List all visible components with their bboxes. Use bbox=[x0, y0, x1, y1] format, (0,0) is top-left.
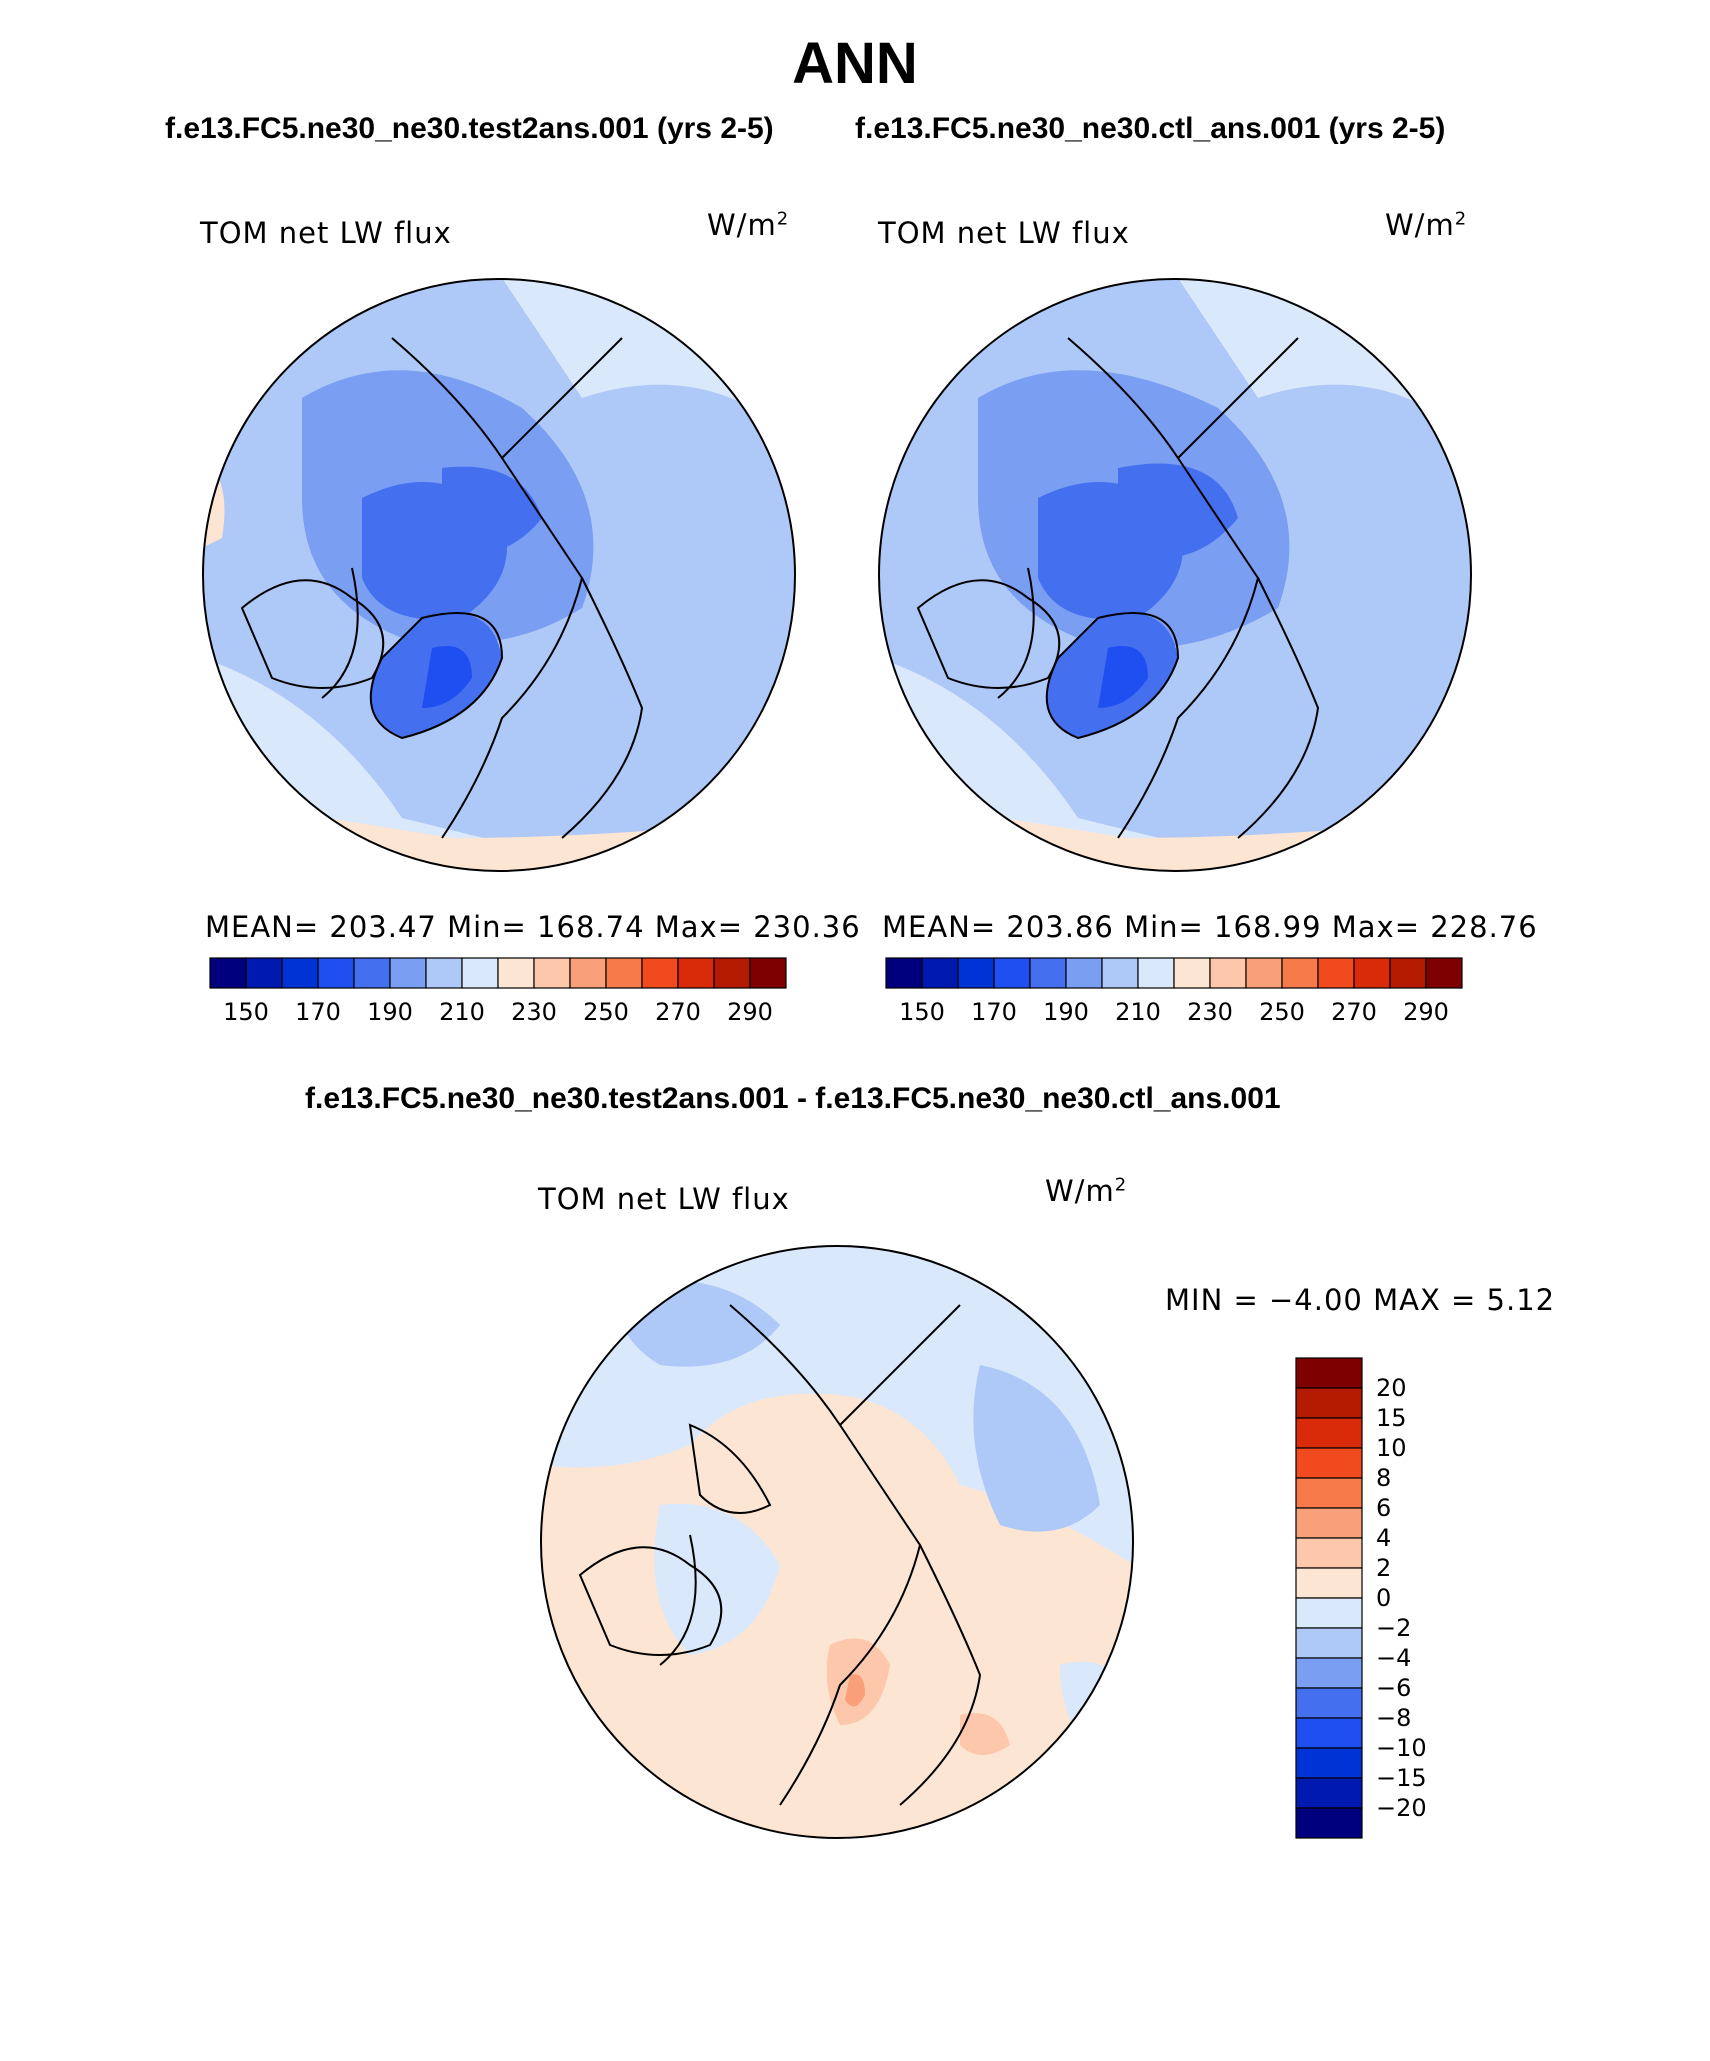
colorbar-tick-label: 230 bbox=[511, 998, 557, 1026]
left-case-title: f.e13.FC5.ne30_ne30.test2ans.001 (yrs 2-… bbox=[165, 112, 774, 145]
colorbar-swatch bbox=[1295, 1597, 1363, 1629]
colorbar-swatch bbox=[461, 957, 499, 989]
colorbar-swatch bbox=[1295, 1507, 1363, 1539]
colorbar-swatch bbox=[1281, 957, 1319, 989]
colorbar-swatch bbox=[677, 957, 715, 989]
diff-variable-label: TOM net LW flux bbox=[538, 1182, 790, 1216]
colorbar-swatch bbox=[1295, 1447, 1363, 1479]
colorbar-tick-label: 230 bbox=[1187, 998, 1233, 1026]
colorbar-swatch bbox=[1295, 1477, 1363, 1509]
colorbar-tick-label: 4 bbox=[1376, 1524, 1391, 1552]
colorbar-swatch bbox=[921, 957, 959, 989]
diff-stats: MIN = −4.00 MAX = 5.12 bbox=[1165, 1283, 1556, 1317]
colorbar-swatch bbox=[993, 957, 1031, 989]
colorbar-swatch bbox=[1295, 1627, 1363, 1659]
colorbar-tick-label: 210 bbox=[1115, 998, 1161, 1026]
right-variable-label: TOM net LW flux bbox=[878, 216, 1130, 250]
colorbar-tick-label: 20 bbox=[1376, 1374, 1407, 1402]
diff-title: f.e13.FC5.ne30_ne30.test2ans.001 - f.e13… bbox=[305, 1082, 1281, 1115]
colorbar-swatch bbox=[209, 957, 247, 989]
left-variable-label: TOM net LW flux bbox=[200, 216, 452, 250]
colorbar-swatch bbox=[1173, 957, 1211, 989]
colorbar-swatch bbox=[1295, 1807, 1363, 1839]
colorbar-swatch bbox=[1209, 957, 1247, 989]
colorbar-swatch bbox=[1065, 957, 1103, 989]
right-polar-map bbox=[878, 278, 1472, 872]
colorbar-swatch bbox=[245, 957, 283, 989]
colorbar-swatch bbox=[1295, 1747, 1363, 1779]
colorbar-swatch bbox=[641, 957, 679, 989]
colorbar-tick-label: 2 bbox=[1376, 1554, 1391, 1582]
colorbar-swatch bbox=[885, 957, 923, 989]
right-units-label: W/m2 bbox=[1385, 208, 1468, 242]
colorbar-swatch bbox=[1295, 1717, 1363, 1749]
colorbar-swatch bbox=[317, 957, 355, 989]
colorbar-swatch bbox=[533, 957, 571, 989]
colorbar-tick-label: 290 bbox=[1403, 998, 1449, 1026]
colorbar-swatch bbox=[569, 957, 607, 989]
colorbar-swatch bbox=[1317, 957, 1355, 989]
colorbar-tick-label: −8 bbox=[1376, 1704, 1411, 1732]
right-case-title: f.e13.FC5.ne30_ne30.ctl_ans.001 (yrs 2-5… bbox=[855, 112, 1446, 145]
colorbar-tick-label: 150 bbox=[223, 998, 269, 1026]
colorbar-swatch bbox=[497, 957, 535, 989]
colorbar-tick-label: 190 bbox=[1043, 998, 1089, 1026]
colorbar-swatch bbox=[1137, 957, 1175, 989]
diff-units-label: W/m2 bbox=[1045, 1174, 1128, 1208]
colorbar-swatch bbox=[353, 957, 391, 989]
colorbar-swatch bbox=[1295, 1687, 1363, 1719]
colorbar-swatch bbox=[713, 957, 751, 989]
colorbar-tick-label: −6 bbox=[1376, 1674, 1411, 1702]
figure-title: ANN bbox=[792, 31, 918, 96]
colorbar-tick-label: −20 bbox=[1376, 1794, 1427, 1822]
colorbar-tick-label: 170 bbox=[971, 998, 1017, 1026]
colorbar-swatch bbox=[1295, 1357, 1363, 1389]
colorbar-tick-label: 270 bbox=[1331, 998, 1377, 1026]
colorbar-swatch bbox=[1245, 957, 1283, 989]
colorbar-tick-label: 170 bbox=[295, 998, 341, 1026]
colorbar-swatch bbox=[1295, 1387, 1363, 1419]
colorbar-tick-label: 10 bbox=[1376, 1434, 1407, 1462]
colorbar-swatch bbox=[1101, 957, 1139, 989]
colorbar-tick-label: 210 bbox=[439, 998, 485, 1026]
colorbar-swatch bbox=[1295, 1417, 1363, 1449]
left-polar-map bbox=[202, 278, 796, 872]
colorbar-swatch bbox=[1389, 957, 1427, 989]
colorbar-swatch bbox=[1295, 1777, 1363, 1809]
colorbar-swatch bbox=[1295, 1567, 1363, 1599]
colorbar-swatch bbox=[957, 957, 995, 989]
colorbar-swatch bbox=[1029, 957, 1067, 989]
colorbar-tick-label: −2 bbox=[1376, 1614, 1411, 1642]
colorbar-tick-label: −10 bbox=[1376, 1734, 1427, 1762]
colorbar-tick-label: 250 bbox=[583, 998, 629, 1026]
colorbar-tick-label: 190 bbox=[367, 998, 413, 1026]
colorbar-swatch bbox=[281, 957, 319, 989]
colorbar-swatch bbox=[425, 957, 463, 989]
colorbar-tick-label: −15 bbox=[1376, 1764, 1427, 1792]
right-colorbar: 150 170 190 210 230 250 270 290 bbox=[885, 957, 1463, 1026]
colorbar-swatch bbox=[1425, 957, 1463, 989]
diff-polar-map bbox=[540, 1245, 1134, 1839]
colorbar-swatch bbox=[1295, 1537, 1363, 1569]
colorbar-swatch bbox=[605, 957, 643, 989]
colorbar-tick-label: 250 bbox=[1259, 998, 1305, 1026]
left-units-label: W/m2 bbox=[707, 208, 790, 242]
colorbar-swatch bbox=[749, 957, 787, 989]
colorbar-tick-label: 0 bbox=[1376, 1584, 1391, 1612]
colorbar-swatch bbox=[1353, 957, 1391, 989]
colorbar-tick-label: 270 bbox=[655, 998, 701, 1026]
colorbar-tick-label: −4 bbox=[1376, 1644, 1411, 1672]
colorbar-tick-label: 15 bbox=[1376, 1404, 1407, 1432]
left-stats: MEAN= 203.47 Min= 168.74 Max= 230.36 bbox=[205, 910, 861, 944]
right-stats: MEAN= 203.86 Min= 168.99 Max= 228.76 bbox=[882, 910, 1538, 944]
colorbar-tick-label: 290 bbox=[727, 998, 773, 1026]
colorbar-tick-label: 8 bbox=[1376, 1464, 1391, 1492]
colorbar-tick-label: 6 bbox=[1376, 1494, 1391, 1522]
colorbar-swatch bbox=[389, 957, 427, 989]
colorbar-tick-label: 150 bbox=[899, 998, 945, 1026]
colorbar-swatch bbox=[1295, 1657, 1363, 1689]
left-colorbar: 150 170 190 210 230 250 270 290 bbox=[209, 957, 787, 1026]
